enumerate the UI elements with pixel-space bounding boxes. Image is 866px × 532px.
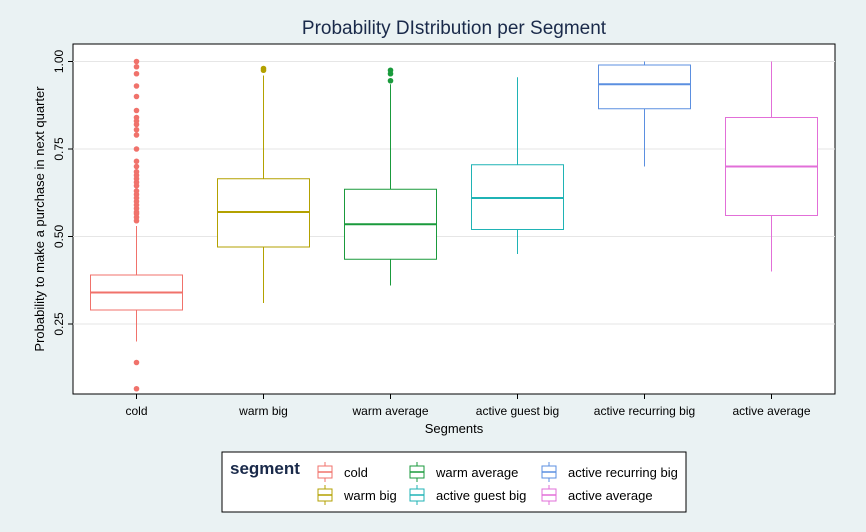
outlier-point [133,58,140,65]
legend-label: warm big [343,488,397,503]
y-tick-label: 0.25 [52,312,66,336]
box-active-guest-big [471,77,564,254]
box-warm-big [217,65,310,303]
outlier-point [133,132,140,138]
outlier-point [133,158,140,165]
grid-lines [73,61,835,325]
x-tick-label: active average [732,404,810,418]
outlier-point [133,121,140,128]
chart-title: Probability DIstribution per Segment [302,18,607,39]
outlier-point [133,385,140,392]
outlier-point [387,70,394,77]
outlier-point [387,77,394,84]
legend-label: cold [344,465,368,480]
legend-item-warm-average: warm average [409,462,518,482]
y-axis-label: Probability to make a purchase in next q… [32,86,47,352]
legend-item-active-recurring-big: active recurring big [541,462,678,482]
outlier-point [133,163,140,170]
legend-label: warm average [435,465,518,480]
legend-item-cold: cold [317,462,368,482]
x-tick-label: warm big [238,404,288,418]
legend-item-active-average: active average [541,485,653,505]
legend-box [221,451,687,513]
legend-label: active guest big [436,488,526,503]
legend: segment cold warm big warm average active g… [221,451,687,513]
outlier-point [133,93,140,100]
plot-area [72,43,836,395]
box-warm-average [344,67,437,286]
outlier-point [133,70,140,77]
outlier-point [260,67,267,74]
y-tick-label: 0.75 [52,137,66,161]
y-tick-label: 0.50 [52,224,66,248]
outlier-point [133,146,140,152]
outlier-point [133,126,140,133]
boxes [90,58,818,392]
legend-label: active average [568,488,653,503]
outlier-point [133,359,140,366]
x-axis-label: Segments [425,421,484,436]
legend-items: cold warm big warm average active guest big… [317,462,678,505]
legend-label: active recurring big [568,465,678,480]
y-tick-label: 1.00 [52,49,66,73]
legend-item-active-guest-big: active guest big [409,485,526,505]
iqr-box [598,64,691,110]
ticks: 0.25 0.50 0.75 1.00 cold warm big warm average… [52,49,811,418]
box-cold [90,58,183,392]
x-tick-label: active recurring big [594,404,695,418]
legend-item-warm-big: warm big [317,485,397,505]
outlier-point [133,182,140,189]
x-tick-label: cold [125,404,147,418]
outlier-point [133,107,140,114]
box-active-average [725,61,818,272]
x-tick-label: warm average [351,404,428,418]
outlier-point [133,63,140,70]
outlier-point [133,217,140,224]
outlier-point [133,83,140,89]
legend-title: segment [230,459,300,478]
x-tick-label: active guest big [476,404,559,418]
box-active-recurring-big [598,61,691,167]
